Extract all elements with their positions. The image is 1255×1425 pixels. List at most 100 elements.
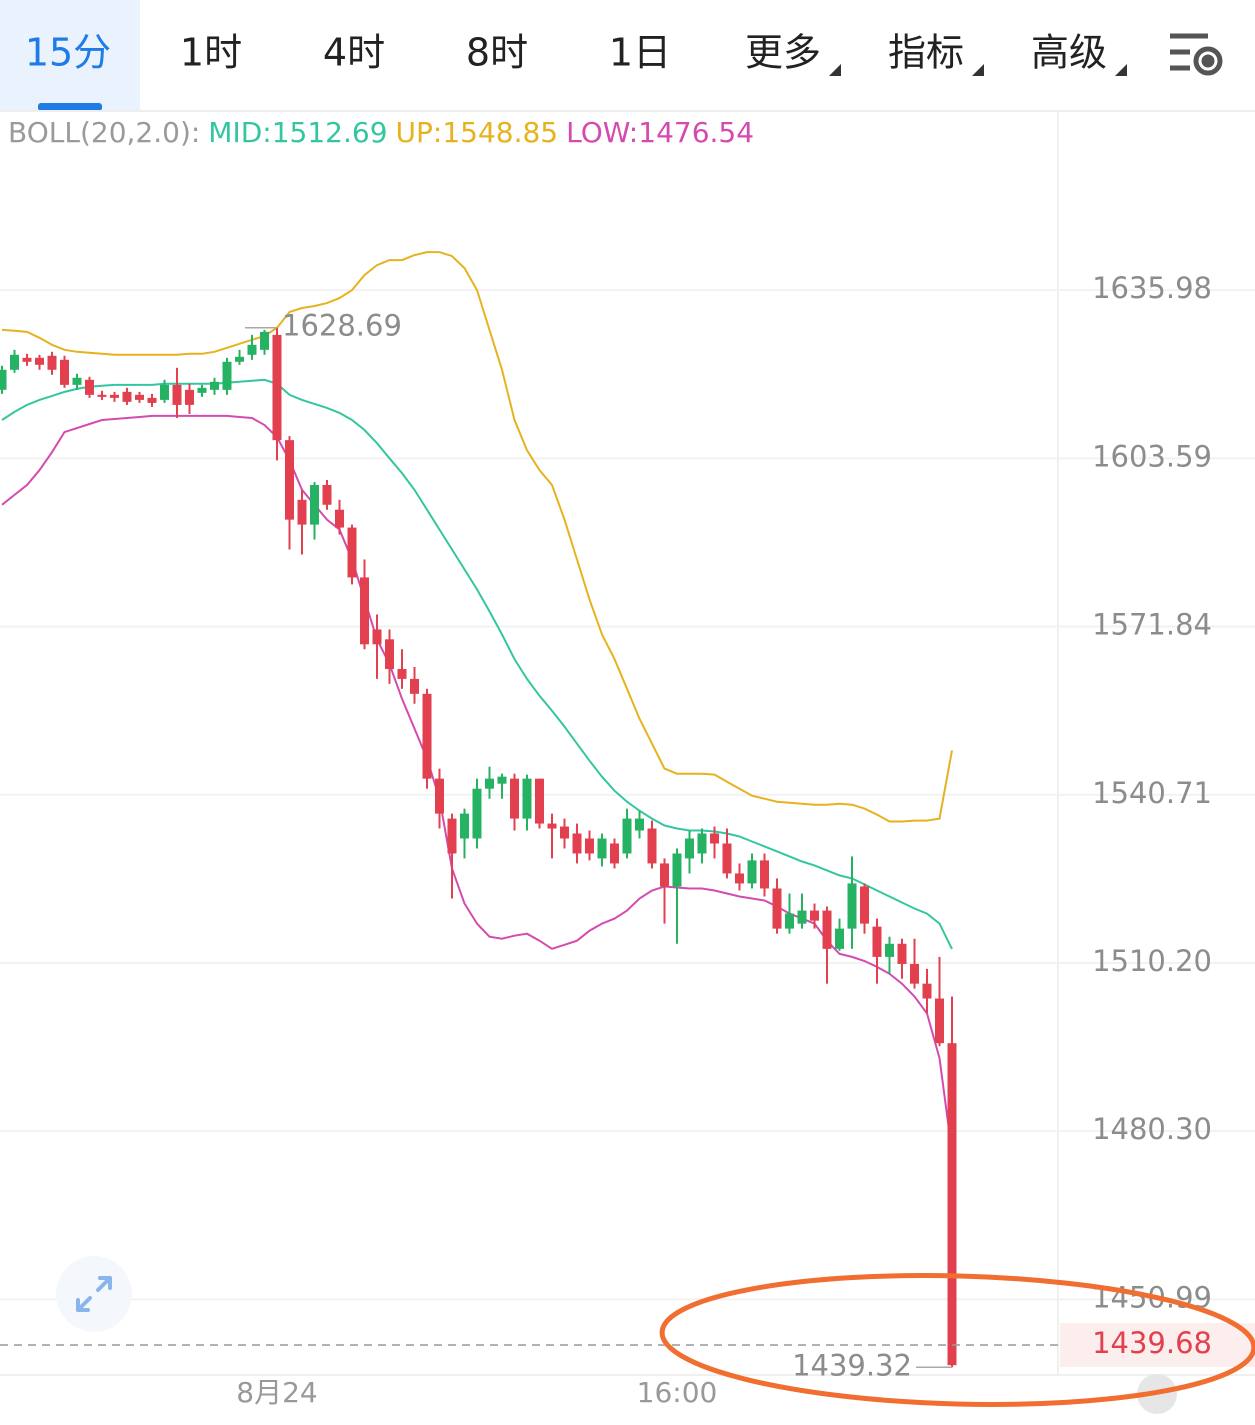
candle-body — [935, 998, 944, 1044]
indicator-header: BOLL(20,2.0): MID:1512.69 UP:1548.85 LOW:14… — [8, 116, 754, 149]
candle-body — [147, 397, 157, 403]
candle-body — [60, 359, 69, 385]
candle-body — [22, 357, 32, 362]
tab[interactable]: 15分 — [0, 0, 140, 111]
expand-icon — [76, 1276, 112, 1312]
indicator-line-value: 1512.69 — [272, 116, 388, 149]
tab[interactable]: 1时 — [180, 31, 242, 75]
candle-body — [785, 913, 794, 929]
y-tick-label: 1480.30 — [1092, 1112, 1212, 1146]
candle-body — [160, 384, 169, 400]
settings-icon[interactable] — [1170, 33, 1223, 76]
candle-body — [885, 943, 894, 957]
tab[interactable]: 1日 — [609, 31, 671, 75]
expand-button-bg — [56, 1256, 132, 1332]
candle-body — [435, 778, 444, 814]
indicator-line-name: MID: — [208, 116, 271, 149]
candle-body — [797, 910, 807, 924]
candle-body — [210, 381, 219, 390]
candle-body — [622, 818, 632, 854]
candle-body — [247, 344, 257, 355]
candle-body — [585, 838, 594, 854]
candle-body — [197, 387, 207, 393]
candle-body — [472, 788, 482, 839]
icon-gear-center — [1201, 54, 1215, 68]
indicator-line-value: 1548.85 — [442, 116, 558, 149]
candle-body — [385, 639, 394, 670]
tab-label: 更多 — [745, 31, 821, 75]
candle-body — [285, 440, 294, 520]
tab-label: 1日 — [609, 31, 671, 75]
candle-body — [760, 860, 769, 889]
tab-active-bg — [0, 0, 140, 110]
candle-body — [185, 389, 194, 405]
candle-body — [272, 334, 282, 441]
candle-body — [872, 926, 882, 957]
indicator-name: BOLL(20,2.0): — [8, 116, 200, 149]
candle-body — [835, 928, 844, 949]
candle-body — [922, 983, 932, 999]
candle-body — [710, 833, 719, 844]
candle-body — [910, 963, 919, 984]
y-tick-label: 1603.59 — [1092, 439, 1212, 473]
tab[interactable]: 4时 — [323, 31, 385, 75]
candle-body — [672, 853, 682, 887]
candle-body — [547, 823, 557, 829]
tab[interactable]: 指标 — [888, 31, 984, 77]
candle-body — [47, 355, 57, 370]
candle-body — [372, 629, 382, 645]
candle-body — [322, 484, 332, 505]
candle-body — [410, 678, 419, 694]
y-tick-label: 1635.98 — [1092, 271, 1212, 305]
candle-body — [822, 910, 832, 949]
candle-body — [172, 384, 182, 405]
y-tick-label: 1540.71 — [1092, 776, 1212, 810]
candle-body — [647, 828, 657, 864]
tab[interactable]: 8时 — [466, 31, 528, 75]
x-tick-label: 8月24 — [236, 1376, 317, 1409]
candle-body — [360, 577, 369, 645]
candle-body — [260, 331, 269, 350]
y-tick-label: 1510.20 — [1092, 944, 1212, 978]
candle-body — [35, 357, 44, 365]
tab-label: 8时 — [466, 31, 528, 75]
candle-body — [772, 888, 782, 929]
tab[interactable]: 高级 — [1031, 31, 1127, 77]
candle-body — [810, 910, 819, 921]
expand-button[interactable] — [56, 1256, 132, 1332]
tab-menu-caret — [972, 64, 984, 76]
candle-body — [897, 943, 907, 964]
candles — [0, 327, 957, 1368]
candle-body — [597, 838, 607, 859]
axes: 1635.98 1603.59 1571.84 1540.71 1510.20 1480.… — [0, 271, 1255, 1409]
last-price-box — [1060, 1323, 1255, 1367]
candle-body — [397, 669, 407, 679]
candle-body — [110, 394, 119, 398]
candle-body — [222, 361, 232, 390]
tab-label: 指标 — [888, 31, 964, 75]
grid — [0, 289, 1255, 1301]
candle-body — [72, 377, 82, 385]
high-marker-label: 1628.69 — [282, 309, 402, 343]
candle-body — [635, 818, 644, 831]
tab-menu-caret — [829, 64, 841, 76]
tab[interactable]: 更多 — [745, 31, 841, 77]
candle-body — [522, 778, 532, 819]
candle-body — [447, 818, 457, 854]
candle-body — [560, 826, 569, 839]
candle-body — [685, 838, 694, 859]
tab-label: 4时 — [323, 31, 385, 75]
boll-line — [1, 378, 953, 950]
candle-body — [660, 863, 669, 887]
candle-body — [860, 886, 869, 924]
boll-line — [1, 251, 953, 823]
candle-body — [747, 860, 757, 884]
candle-body — [572, 833, 582, 854]
x-tick-label: 16:00 — [637, 1376, 718, 1409]
candle-body — [697, 833, 707, 854]
tab-menu-caret — [1115, 64, 1127, 76]
last-price-label: 1439.68 — [1092, 1326, 1212, 1360]
candle-body — [947, 1043, 957, 1366]
